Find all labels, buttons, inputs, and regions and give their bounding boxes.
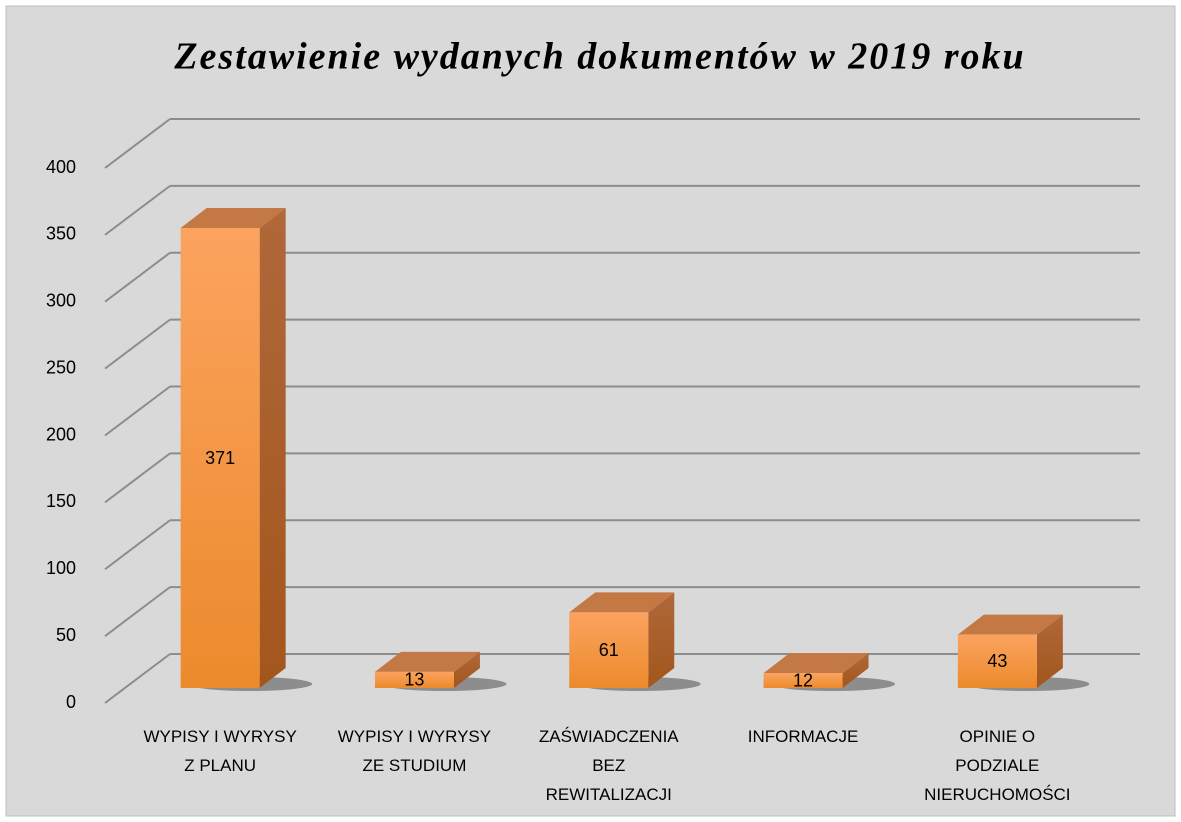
y-tick-label: 0	[66, 692, 76, 712]
bar-top	[374, 651, 480, 672]
grid-line	[104, 586, 171, 637]
data-label: 12	[793, 670, 813, 690]
bar-side	[648, 592, 675, 688]
data-label: 13	[404, 670, 424, 690]
grid-line	[104, 653, 171, 704]
grid-line	[104, 318, 171, 370]
bar-top	[763, 653, 869, 674]
bar	[374, 671, 454, 688]
grid-line	[104, 452, 171, 504]
grid-line	[104, 118, 171, 169]
y-tick-label: 200	[46, 424, 76, 444]
data-label: 371	[205, 448, 235, 468]
y-tick-label: 350	[46, 224, 76, 244]
grid-line	[104, 519, 171, 571]
bar-side	[1036, 614, 1063, 688]
y-tick-label: 50	[56, 625, 76, 645]
bar	[763, 673, 843, 688]
bar	[569, 612, 649, 688]
bar-top	[180, 208, 286, 229]
y-tick-label: 400	[46, 157, 76, 177]
chart-title: Zestawienie wydanych dokumentów w 2019 r…	[173, 36, 1025, 78]
grid-line	[104, 385, 171, 437]
x-tick-label: OPINIE O PODZIALE NIERUCHOMOŚCI	[924, 727, 1071, 804]
bar	[180, 228, 260, 688]
y-tick-label: 150	[46, 491, 76, 511]
y-tick-label: 100	[46, 558, 76, 578]
y-tick-label: 300	[46, 291, 76, 311]
x-tick-label: WYPISY I WYRYSY Z PLANU	[143, 727, 297, 775]
x-tick-label: ZAŚWIADCZENIA BEZ REWITALIZACJI	[538, 727, 679, 804]
bar-top	[957, 614, 1063, 635]
x-tick-label: WYPISY I WYRYSY ZE STUDIUM	[337, 727, 492, 775]
y-tick-label: 250	[46, 357, 76, 377]
x-tick-label: INFORMACJE	[747, 727, 859, 746]
grid-line	[104, 251, 171, 303]
bar	[957, 634, 1037, 688]
bar-side	[259, 208, 286, 688]
bar-side	[842, 653, 869, 688]
bar-top	[569, 592, 675, 613]
data-label: 61	[599, 640, 619, 660]
data-label: 43	[987, 651, 1007, 671]
bar-side	[453, 651, 480, 688]
grid-line	[104, 185, 171, 236]
